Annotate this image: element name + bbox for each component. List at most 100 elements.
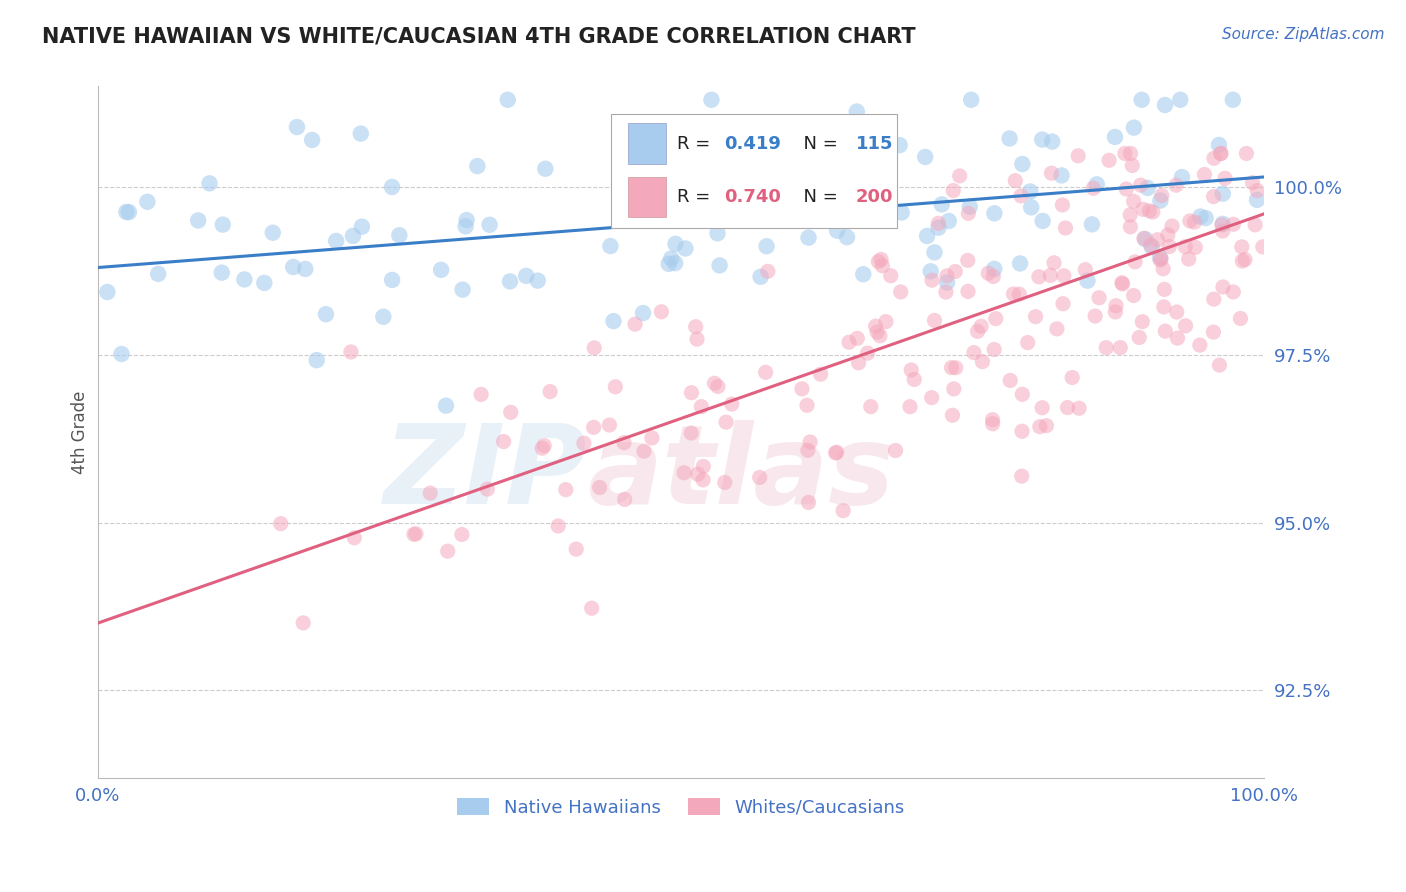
Point — [688, 154, 710, 169]
Point — [810, 368, 832, 382]
Point — [285, 120, 308, 134]
Point — [340, 345, 363, 359]
Point — [1211, 218, 1233, 232]
Point — [924, 313, 946, 327]
Point — [1246, 184, 1268, 198]
Point — [1105, 299, 1128, 313]
Point — [1083, 181, 1105, 195]
Point — [686, 332, 709, 346]
Point — [343, 531, 366, 545]
Point — [1123, 255, 1146, 269]
Point — [623, 181, 645, 195]
Point — [1011, 387, 1033, 401]
Point — [1184, 215, 1206, 229]
Text: R =: R = — [678, 188, 716, 206]
Point — [748, 470, 770, 484]
Point — [1056, 401, 1078, 415]
Point — [110, 347, 132, 361]
Point — [707, 379, 730, 393]
Point — [1166, 305, 1188, 319]
Point — [1046, 322, 1069, 336]
Point — [1129, 178, 1152, 193]
Point — [868, 254, 890, 268]
Point — [565, 542, 588, 557]
Point — [890, 205, 912, 219]
Point — [1152, 261, 1174, 276]
Point — [1142, 205, 1164, 219]
Point — [1212, 224, 1234, 238]
Point — [1010, 256, 1032, 270]
Point — [1111, 276, 1133, 290]
Point — [1246, 193, 1268, 207]
Point — [1209, 146, 1232, 161]
Point — [841, 177, 863, 191]
Point — [1233, 252, 1256, 267]
Point — [1052, 198, 1074, 212]
Point — [262, 226, 284, 240]
Point — [970, 319, 993, 334]
Point — [1208, 358, 1230, 372]
Point — [1121, 158, 1143, 172]
Point — [301, 133, 323, 147]
Point — [1130, 93, 1153, 107]
Point — [1159, 239, 1181, 253]
Point — [825, 445, 848, 459]
Point — [650, 305, 672, 319]
Point — [799, 435, 821, 450]
Point — [1168, 93, 1191, 107]
Point — [534, 161, 557, 176]
Point — [1229, 311, 1251, 326]
Point — [499, 274, 522, 288]
Point — [1241, 176, 1264, 190]
Point — [1104, 130, 1126, 145]
Point — [818, 198, 841, 212]
Point — [554, 483, 576, 497]
Point — [1194, 211, 1216, 225]
Point — [859, 400, 882, 414]
Point — [1202, 292, 1225, 306]
Point — [1146, 233, 1168, 247]
Point — [1028, 269, 1050, 284]
Point — [848, 200, 870, 214]
Point — [470, 387, 492, 401]
Point — [1025, 310, 1047, 324]
Point — [931, 197, 953, 211]
Point — [927, 216, 949, 230]
Point — [942, 382, 965, 396]
Point — [1150, 188, 1173, 202]
Legend: Native Hawaiians, Whites/Caucasians: Native Hawaiians, Whites/Caucasians — [450, 790, 912, 824]
FancyBboxPatch shape — [628, 177, 665, 218]
Point — [846, 331, 869, 345]
Point — [927, 220, 949, 235]
Point — [305, 353, 328, 368]
Point — [849, 136, 872, 151]
Point — [1202, 325, 1225, 339]
Point — [1133, 231, 1156, 245]
Point — [1208, 138, 1230, 153]
Point — [430, 263, 453, 277]
Point — [419, 486, 441, 500]
Text: Source: ZipAtlas.com: Source: ZipAtlas.com — [1222, 27, 1385, 42]
Point — [1230, 240, 1253, 254]
Point — [1122, 120, 1144, 135]
Point — [981, 413, 1004, 427]
Point — [434, 399, 457, 413]
Point — [1031, 132, 1053, 146]
Point — [496, 93, 519, 107]
Point — [998, 131, 1021, 145]
Point — [984, 311, 1007, 326]
Point — [1098, 153, 1121, 168]
Point — [1222, 285, 1244, 299]
Point — [1178, 214, 1201, 228]
Point — [598, 417, 620, 432]
Point — [1161, 219, 1184, 233]
Point — [756, 264, 779, 278]
Point — [748, 165, 770, 179]
Point — [921, 273, 943, 287]
Point — [685, 319, 707, 334]
Point — [1074, 262, 1097, 277]
Point — [1008, 287, 1031, 301]
Point — [966, 324, 988, 338]
Point — [1111, 277, 1133, 291]
Point — [325, 234, 347, 248]
